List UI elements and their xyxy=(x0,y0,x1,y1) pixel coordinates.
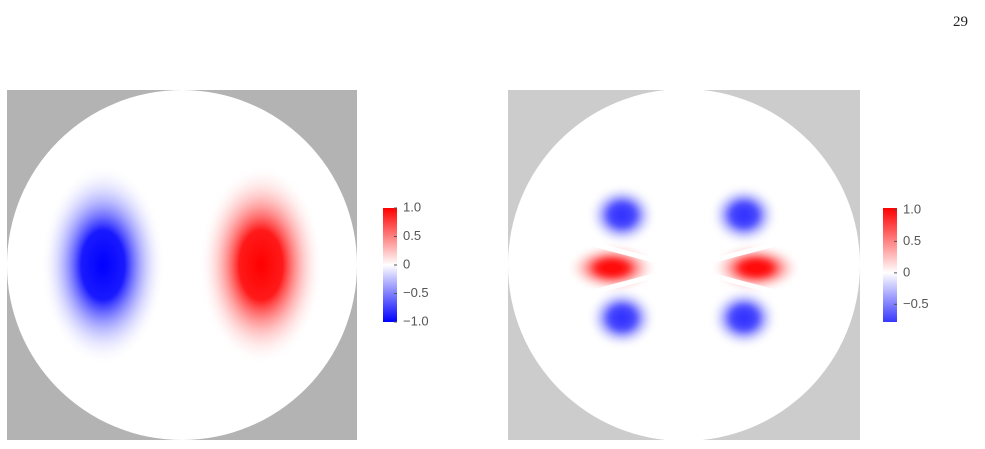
colorbar-tick-label: 1.0 xyxy=(403,199,421,214)
colorbar-tick-label: −0.5 xyxy=(403,285,429,300)
colorbar-tick-label: 0.5 xyxy=(403,228,421,243)
colorbar-gradient xyxy=(883,208,897,322)
colorbar-tick-label: 0 xyxy=(903,264,910,279)
colorbar-tick-label: 0.5 xyxy=(903,233,921,248)
colorbar: 1.0 0.5 0 −0.5 xyxy=(883,201,929,322)
colorbar-tick-label: −1.0 xyxy=(403,313,429,328)
colorbar: 1.0 0.5 0 −0.5 −1.0 xyxy=(383,199,429,328)
colorbar-tick-label: −0.5 xyxy=(903,296,929,311)
density-plot-right xyxy=(508,89,860,441)
colorbar-tick-label: 0 xyxy=(403,256,410,271)
page-number: 29 xyxy=(953,14,968,30)
density-plot-left xyxy=(7,90,357,440)
colorbar-tick-label: 1.0 xyxy=(903,201,921,216)
colorbar-gradient xyxy=(383,208,397,322)
